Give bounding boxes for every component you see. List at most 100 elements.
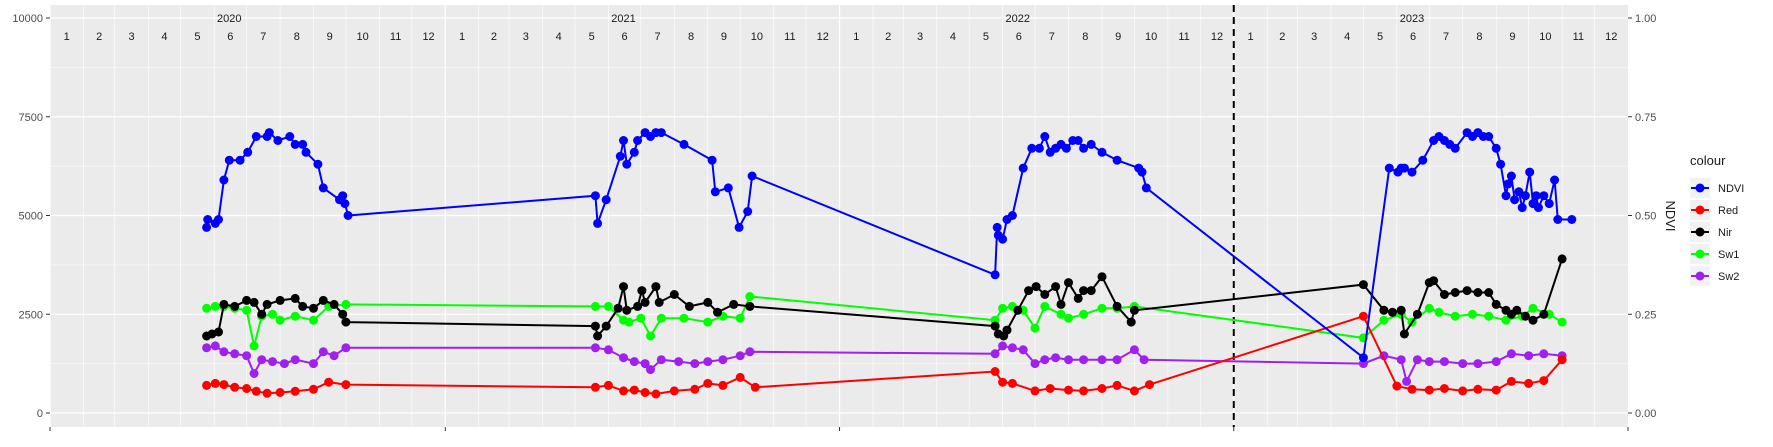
y2-tick-label: 0.50 <box>1635 211 1656 223</box>
point-nir <box>298 301 308 311</box>
point-ndvi <box>340 199 350 209</box>
point-nir <box>593 331 603 341</box>
point-nir <box>1396 305 1406 315</box>
point-nir <box>713 307 722 317</box>
point-ndvi <box>1544 199 1554 209</box>
point-ndvi <box>273 136 283 145</box>
point-ndvi <box>633 136 643 145</box>
point-ndvi <box>743 207 753 216</box>
point-nir <box>590 321 600 331</box>
point-ndvi <box>290 139 300 149</box>
y-tick-label: 10000 <box>12 13 43 25</box>
point-nir <box>703 297 713 307</box>
point-nir <box>1064 278 1073 288</box>
point-nir <box>318 295 328 305</box>
month-label: 2 <box>96 31 102 43</box>
point-ndvi <box>1506 171 1516 181</box>
point-sw2 <box>202 343 212 353</box>
point-nir <box>1129 305 1139 315</box>
point-red <box>1030 386 1040 396</box>
point-sw2 <box>341 343 351 353</box>
point-sw2 <box>230 349 240 359</box>
point-sw2 <box>1007 343 1017 353</box>
legend-label: Nir <box>1718 227 1732 239</box>
point-red <box>590 382 600 392</box>
point-ndvi <box>992 222 1002 232</box>
point-ndvi <box>1061 143 1071 153</box>
month-label: 5 <box>983 31 989 43</box>
month-label: 3 <box>128 31 134 43</box>
month-label: 6 <box>227 31 233 43</box>
point-sw2 <box>1424 357 1434 367</box>
point-nir <box>1557 254 1567 264</box>
month-label: 3 <box>917 31 923 43</box>
point-ndvi <box>1112 155 1122 165</box>
point-nir <box>1031 282 1041 292</box>
point-ndvi <box>1407 167 1417 177</box>
point-nir <box>1450 288 1460 297</box>
point-nir <box>249 297 259 307</box>
point-sw1 <box>1064 313 1073 323</box>
point-sw1 <box>735 313 745 323</box>
point-ndvi <box>710 187 720 197</box>
point-red <box>1524 378 1534 388</box>
legend-key-point <box>1695 227 1705 237</box>
month-label: 9 <box>1509 31 1515 43</box>
point-red <box>1064 385 1073 395</box>
legend-items: NDVI Red Nir Sw1 Sw2 <box>1690 178 1744 286</box>
point-sw1 <box>1040 301 1050 311</box>
point-sw1 <box>242 305 252 315</box>
legend-item-sw2: Sw2 <box>1690 266 1739 286</box>
point-nir <box>1388 307 1397 317</box>
point-red <box>690 384 700 394</box>
point-nir <box>613 303 623 313</box>
point-nir <box>230 301 240 311</box>
point-red <box>718 380 728 390</box>
month-label: 5 <box>194 31 200 43</box>
month-label: 5 <box>589 31 595 43</box>
point-sw2 <box>1412 355 1422 365</box>
point-ndvi <box>1418 155 1428 165</box>
y-axis-left: 0 2500 5000 7500 10000 <box>12 13 50 420</box>
point-ndvi <box>343 211 353 220</box>
point-nir <box>1013 305 1023 315</box>
point-sw1 <box>1424 303 1434 313</box>
month-label: 6 <box>1016 31 1022 43</box>
point-sw1 <box>1501 315 1511 325</box>
month-label: 7 <box>654 31 660 43</box>
month-label: 4 <box>950 31 956 43</box>
point-nir <box>1429 276 1439 286</box>
month-label: 9 <box>327 31 333 43</box>
point-ndvi <box>622 159 632 169</box>
point-sw2 <box>1524 351 1534 361</box>
point-sw2 <box>1539 349 1549 359</box>
point-red <box>669 386 679 396</box>
point-nir <box>1399 329 1409 339</box>
point-ndvi <box>601 195 611 205</box>
legend-label: Sw2 <box>1718 271 1739 283</box>
point-ndvi <box>1450 143 1460 153</box>
point-red <box>1007 378 1017 388</box>
point-sw2 <box>1129 345 1139 355</box>
legend-item-sw1: Sw1 <box>1690 244 1739 264</box>
point-sw1 <box>1056 309 1066 319</box>
point-sw2 <box>619 353 628 363</box>
y2-tick-label: 1.00 <box>1635 13 1656 25</box>
point-sw2 <box>1097 355 1107 365</box>
point-ndvi <box>1539 191 1549 201</box>
point-red <box>735 372 745 382</box>
point-ndvi <box>1517 203 1527 213</box>
month-label: 8 <box>294 31 300 43</box>
point-red <box>1097 384 1107 393</box>
point-red <box>309 384 318 394</box>
year-label: 2021 <box>611 13 635 25</box>
month-label: 1 <box>459 31 465 43</box>
point-nir <box>1462 286 1472 296</box>
point-red <box>324 377 334 387</box>
legend-key-point <box>1695 249 1705 259</box>
point-ndvi <box>747 171 757 181</box>
point-nir <box>1484 288 1494 297</box>
point-ndvi <box>251 132 261 141</box>
y2-tick-label: 0.00 <box>1635 408 1656 420</box>
